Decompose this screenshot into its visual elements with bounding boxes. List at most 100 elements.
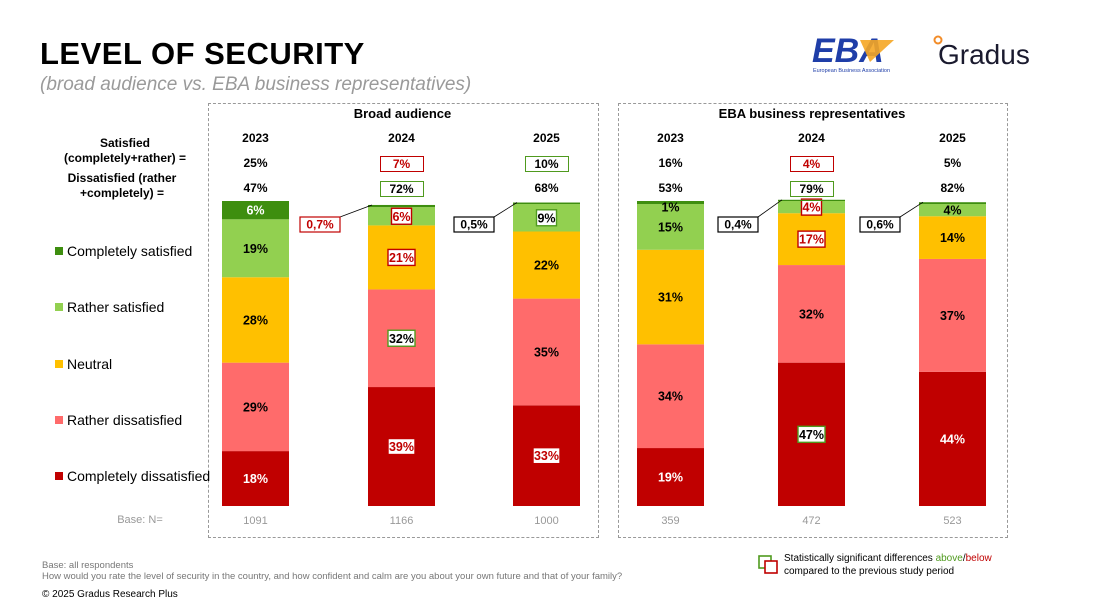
- sig-above-text: above: [935, 553, 963, 564]
- sig-below-text: below: [965, 553, 992, 564]
- year-header: 2023: [242, 131, 269, 145]
- base-count: 1091: [243, 515, 268, 527]
- bar-segment-rather-dissatisfied: [513, 298, 580, 406]
- value-label: 0,4%: [724, 218, 752, 232]
- significance-box: [800, 198, 823, 216]
- value-label: 4%: [802, 201, 820, 215]
- bar-segment-completely-satisfied: [368, 204, 435, 208]
- callout-box: [453, 216, 495, 233]
- legend-swatch: [55, 416, 63, 424]
- callout-leader-line: [339, 204, 373, 218]
- value-label: 9%: [537, 211, 555, 225]
- value-label: 44%: [940, 432, 965, 446]
- legend-item: Neutral: [55, 356, 112, 372]
- dissatisfied-total: 68%: [534, 181, 559, 195]
- callout-box: [717, 216, 759, 233]
- bar-segment-completely-satisfied: [222, 201, 289, 220]
- eba-logo: EBA European Business Association: [812, 32, 894, 74]
- significance-box: [390, 207, 413, 225]
- legend-item: Completely satisfied: [55, 243, 192, 259]
- significance-box: [387, 437, 416, 456]
- dissatisfied-total: 72%: [379, 181, 424, 197]
- footer-copyright: © 2025 Gradus Research Plus: [42, 589, 178, 600]
- sig-legend-text-2: compared to the previous study period: [784, 566, 955, 577]
- bar-segment-neutral: [637, 249, 704, 345]
- callout-box: [859, 216, 901, 233]
- gradus-logo: Gradus: [933, 35, 1030, 70]
- year-header: 2024: [388, 131, 415, 145]
- year-header: 2024: [798, 131, 825, 145]
- significance-box: [387, 329, 416, 347]
- legend-item: Rather satisfied: [55, 299, 164, 315]
- significance-box: [797, 425, 826, 444]
- legend-item: Rather dissatisfied: [55, 412, 182, 428]
- value-label: 0,6%: [866, 218, 894, 232]
- value-label: 0,7%: [306, 218, 334, 232]
- gradus-logo-text: Gradus: [938, 39, 1030, 70]
- base-count: 1000: [534, 515, 559, 527]
- legend-label: Rather satisfied: [67, 299, 165, 315]
- panel-broad-audience: [208, 103, 599, 538]
- bar-segment-completely-satisfied: [778, 199, 845, 201]
- satisfied-total: 5%: [943, 156, 962, 170]
- significance-legend: Statistically significant differences ab…: [758, 553, 1078, 583]
- dissatisfied-total: 79%: [789, 181, 834, 197]
- legend-swatch: [55, 472, 63, 480]
- base-count: 472: [802, 515, 821, 527]
- bar-segment-rather-satisfied: [222, 219, 289, 278]
- value-label: 28%: [243, 313, 268, 327]
- bar-segment-completely-dissatisfied: [919, 371, 986, 506]
- value-label: 47%: [799, 428, 824, 442]
- value-label: 34%: [658, 390, 683, 404]
- legend-label: Completely dissatisfied: [67, 468, 211, 484]
- satisfied-total: 7%: [379, 156, 424, 172]
- sig-legend-text-1: Statistically significant differences: [784, 553, 936, 564]
- callout-box: [299, 216, 341, 233]
- legend-swatch: [55, 360, 63, 368]
- footer-question: How would you rate the level of security…: [42, 571, 623, 582]
- bar-segment-completely-satisfied: [919, 202, 986, 205]
- panel-eba-business: [618, 103, 1008, 538]
- value-label: 15%: [658, 220, 683, 234]
- sig-slash-text: /: [962, 553, 966, 564]
- value-label: 18%: [243, 472, 268, 486]
- dissatisfied-row-label: Dissatisfied (rather +completely) =: [67, 171, 177, 200]
- bar-segment-neutral: [919, 216, 986, 259]
- value-label: 19%: [658, 471, 683, 485]
- bar-segment-neutral: [513, 231, 580, 299]
- year-header: 2025: [533, 131, 560, 145]
- base-count: 1166: [389, 515, 414, 527]
- significance-box: [797, 230, 826, 248]
- value-label: 14%: [940, 231, 965, 245]
- callout-leader-line: [899, 201, 924, 218]
- base-count: 523: [943, 515, 962, 527]
- callout-leader-line: [493, 202, 518, 218]
- legend-label: Completely satisfied: [67, 243, 193, 259]
- legend-swatch: [55, 303, 63, 311]
- base-label: Base: N=: [117, 514, 163, 526]
- bar-segment-rather-dissatisfied: [222, 362, 289, 452]
- bar-segment-rather-dissatisfied: [637, 344, 704, 449]
- page-title: LEVEL OF SECURITY: [40, 36, 365, 71]
- value-label: 35%: [534, 345, 559, 359]
- bar-segment-rather-dissatisfied: [778, 265, 845, 363]
- value-label: 21%: [389, 251, 414, 265]
- legend-label: Neutral: [67, 356, 113, 372]
- value-label: 0,5%: [460, 218, 488, 232]
- bar-segment-rather-dissatisfied: [919, 258, 986, 372]
- satisfied-total: 10%: [524, 156, 569, 172]
- panel-title-eba: EBA business representatives: [718, 106, 906, 121]
- panel-title-broad: Broad audience: [353, 106, 452, 121]
- year-header: 2023: [657, 131, 684, 145]
- value-label: 33%: [534, 449, 559, 463]
- value-label: 32%: [389, 332, 414, 346]
- value-label: 17%: [799, 233, 824, 247]
- bar-segment-neutral: [222, 277, 289, 363]
- value-label: 39%: [389, 440, 414, 454]
- value-label: 1%: [661, 201, 679, 215]
- legend-label: Rather dissatisfied: [67, 412, 183, 428]
- bar-segment-completely-dissatisfied: [637, 448, 704, 506]
- value-label: 22%: [534, 259, 559, 273]
- base-count: 359: [661, 515, 680, 527]
